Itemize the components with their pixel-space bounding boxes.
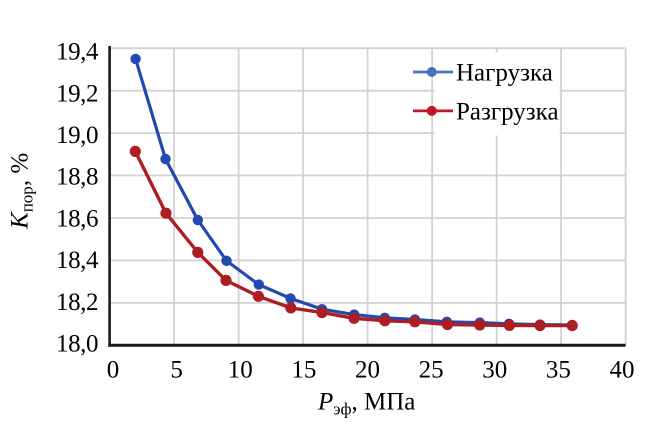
svg-text:18,2: 18,2 [56,289,99,316]
svg-text:Разгрузка: Разгрузка [456,99,559,126]
svg-text:18,8: 18,8 [56,164,99,191]
svg-text:25: 25 [419,357,444,384]
svg-text:15: 15 [291,357,316,384]
svg-text:5: 5 [170,357,183,384]
svg-text:18,4: 18,4 [56,247,99,274]
svg-text:19,0: 19,0 [56,122,99,149]
svg-text:Нагрузка: Нагрузка [456,60,553,87]
svg-text:19,2: 19,2 [56,80,99,107]
svg-text:18,0: 18,0 [56,331,99,358]
svg-text:Рэф, МПа: Рэф, МПа [317,389,415,419]
svg-text:0: 0 [107,357,120,384]
svg-text:10: 10 [228,357,253,384]
svg-text:Кпор, %: Кпор, % [7,153,37,230]
svg-text:18,6: 18,6 [56,205,99,232]
svg-text:30: 30 [482,357,507,384]
svg-text:35: 35 [546,357,571,384]
svg-text:19,4: 19,4 [56,39,99,66]
svg-text:40: 40 [610,357,635,384]
svg-text:20: 20 [355,357,380,384]
